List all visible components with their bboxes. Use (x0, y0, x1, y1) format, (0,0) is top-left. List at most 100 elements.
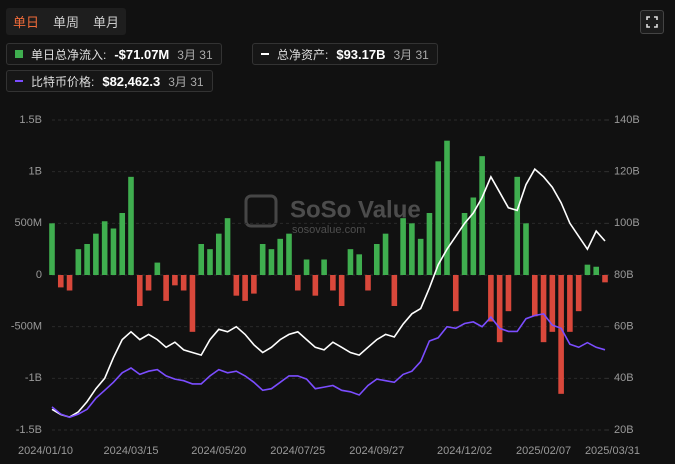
bar (163, 275, 169, 301)
tab[interactable]: 单日 (13, 15, 40, 30)
bar (417, 238, 424, 275)
y-tick-label: 1.5B (19, 114, 42, 126)
bar (514, 176, 521, 275)
bar (321, 259, 327, 275)
bar (470, 197, 477, 275)
bar (101, 221, 108, 275)
bar (444, 140, 450, 275)
bar (435, 161, 442, 275)
legend-item: 比特币价格: $82,462.3 3月 31 (6, 70, 213, 92)
legend-swatch (15, 80, 23, 82)
bar (330, 275, 336, 291)
y2-tick-label: 120B (614, 166, 640, 178)
bar (575, 275, 582, 312)
legend-value: $93.17B (336, 46, 386, 62)
bar (242, 275, 248, 301)
bar (452, 275, 459, 312)
legend-date: 3月 31 (393, 47, 429, 62)
watermark-title: SoSo Value (290, 196, 421, 223)
bar (373, 244, 380, 275)
legend-label: 总净资产: (277, 47, 329, 62)
bar (294, 275, 301, 291)
bar (215, 233, 222, 275)
bar (93, 233, 99, 275)
legend-swatch (261, 53, 269, 55)
x-tick-label: 2024/03/15 (103, 445, 158, 457)
watermark: SoSo Value sosovalue.com (244, 194, 421, 236)
y-tick-label: 1B (29, 166, 42, 178)
y2-tick-label: 100B (614, 217, 640, 229)
legend-item: 单日总净流入: -$71.07M 3月 31 (6, 43, 222, 65)
bar (496, 275, 503, 343)
bar (189, 275, 196, 332)
bar (400, 218, 406, 275)
y2-tick-label: 20B (614, 424, 634, 436)
legend-value: $82,462.3 (102, 73, 161, 89)
bar (119, 213, 126, 275)
bar (312, 275, 319, 296)
bar (505, 275, 512, 312)
bar (277, 238, 284, 275)
bar (391, 275, 398, 306)
fullscreen-icon (646, 16, 658, 28)
bar (347, 249, 354, 275)
x-tick-label: 2025/03/31 (585, 445, 640, 457)
bar (382, 233, 389, 275)
bar (110, 228, 117, 275)
bar (84, 244, 90, 275)
line (51, 313, 606, 419)
legend-label: 单日总净流入: (31, 47, 107, 62)
x-tick-label: 2025/02/07 (516, 445, 571, 457)
bar (66, 275, 73, 291)
bar (558, 275, 564, 394)
bar (75, 249, 82, 275)
bar (540, 275, 547, 343)
x-tick-label: 2024/09/27 (349, 445, 404, 457)
bar (172, 275, 178, 286)
y-tick-label: -500M (11, 321, 42, 333)
bar (602, 275, 608, 283)
bar (145, 275, 152, 291)
bar (488, 275, 494, 322)
fullscreen-button[interactable] (640, 10, 664, 34)
y-tick-label: 0 (36, 269, 42, 281)
x-tick-label: 2024/12/02 (437, 445, 492, 457)
bar (365, 275, 371, 291)
legend-date: 3月 31 (168, 74, 204, 89)
tab[interactable]: 单月 (93, 15, 120, 30)
y-tick-label: 500M (14, 217, 42, 229)
tab-bar: 单日 单周 单月 (6, 8, 127, 35)
x-tick-label: 2024/07/25 (270, 445, 325, 457)
bar (207, 249, 213, 275)
legend-swatch (15, 50, 23, 58)
bar (593, 266, 600, 275)
legend-item: 总净资产: $93.17B 3月 31 (252, 43, 438, 65)
bar (251, 275, 257, 294)
bar (233, 275, 240, 296)
bar (338, 275, 345, 306)
y-tick-label: -1.5B (16, 424, 42, 436)
bar (409, 223, 415, 275)
legend-value: -$71.07M (114, 46, 170, 62)
y2-tick-label: 40B (614, 372, 634, 384)
bar (523, 223, 529, 275)
watermark-url: sosovalue.com (292, 224, 365, 236)
bar (136, 275, 143, 306)
y-tick-label: -1B (25, 372, 42, 384)
bar (198, 244, 205, 275)
bar (461, 213, 468, 275)
bar (268, 249, 275, 275)
bar (286, 233, 292, 275)
bar (549, 275, 556, 332)
bar (49, 223, 55, 275)
tab[interactable]: 单周 (53, 15, 80, 30)
y2-tick-label: 140B (614, 114, 640, 126)
y2-tick-label: 60B (614, 321, 634, 333)
bar (128, 176, 134, 275)
legend-date: 3月 31 (177, 47, 213, 62)
x-tick-label: 2024/05/20 (191, 445, 246, 457)
bar (57, 275, 64, 288)
bar (567, 275, 573, 332)
bar (584, 264, 591, 275)
